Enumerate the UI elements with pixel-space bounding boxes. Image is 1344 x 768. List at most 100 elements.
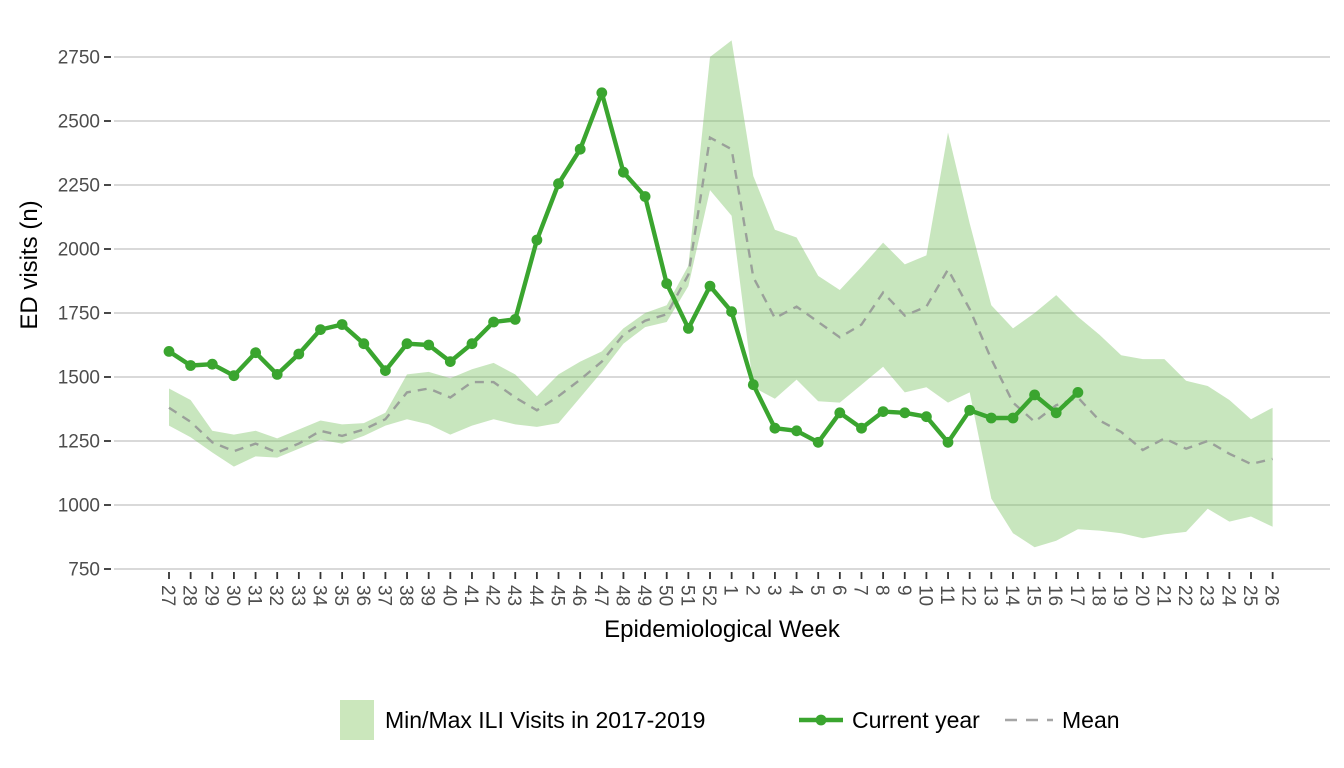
y-tick-label: 1000: [58, 496, 100, 517]
x-tick-label: 49: [633, 585, 654, 606]
x-tick-label: 48: [611, 585, 632, 606]
x-tick-label: 14: [1001, 585, 1022, 607]
x-tick-label: 30: [222, 585, 243, 606]
x-tick-label: 35: [330, 585, 351, 606]
current-year-point: [596, 87, 608, 99]
y-tick-label: 1250: [58, 432, 100, 453]
x-tick-label: 3: [763, 585, 784, 596]
x-tick-label: 34: [308, 585, 329, 607]
x-tick-label: 12: [958, 585, 979, 606]
current-year-point: [1029, 389, 1040, 401]
y-tick-label: 2250: [58, 176, 100, 197]
x-tick-label: 18: [1088, 585, 1109, 606]
current-year-point: [574, 143, 586, 155]
x-tick-label: 40: [438, 585, 459, 606]
ed-visits-chart: 750 1000 1250 1500 1750 2000 2250 2500 2750 27 28 2…: [16, 40, 1330, 643]
current-year-point: [769, 422, 781, 434]
x-tick-label: 37: [373, 585, 394, 606]
current-year-point: [1007, 412, 1019, 424]
x-tick-label: 46: [568, 585, 589, 606]
x-tick-label: 47: [590, 585, 611, 606]
x-tick-label: 17: [1066, 585, 1087, 606]
x-tick-label: 24: [1217, 585, 1238, 607]
x-tick-label: 36: [352, 585, 373, 606]
current-year-point: [271, 369, 283, 380]
x-tick-label: 25: [1239, 585, 1260, 606]
current-year-point: [206, 358, 218, 370]
x-tick-label: 8: [871, 585, 892, 596]
x-tick-label: 9: [893, 585, 914, 596]
x-tick-label: 43: [503, 585, 524, 606]
x-tick-label: 42: [482, 585, 503, 606]
current-year-point: [618, 166, 629, 178]
current-year-point: [488, 316, 499, 328]
current-year-point: [358, 338, 370, 350]
x-tick-label: 26: [1261, 585, 1282, 606]
current-year-point: [964, 404, 976, 416]
x-tick-label: 6: [828, 585, 849, 596]
x-tick-label: 4: [785, 585, 806, 596]
x-tick-label: 44: [525, 585, 546, 607]
y-tick-label: 750: [68, 560, 100, 581]
x-tick-label: 15: [1023, 585, 1044, 606]
x-tick-label: 41: [460, 585, 481, 606]
x-tick-label: 51: [676, 585, 697, 606]
x-tick-label: 13: [979, 585, 1000, 606]
current-year-point: [726, 306, 737, 318]
y-tick-label: 1500: [58, 368, 100, 389]
y-axis-title: ED visits (n): [16, 200, 43, 330]
current-year-point: [834, 407, 846, 419]
x-tick-label: 23: [1196, 585, 1217, 606]
x-tick-label: 45: [547, 585, 568, 606]
x-tick-label: 1: [720, 585, 741, 596]
current-year-point: [293, 348, 305, 360]
current-year-point: [747, 379, 759, 391]
current-year-point: [877, 406, 889, 417]
legend: Min/Max ILI Visits in 2017-2019 Current …: [0, 660, 1344, 768]
current-year-point: [899, 407, 911, 419]
x-tick-label: 52: [698, 585, 719, 606]
current-year-point: [185, 360, 197, 371]
x-tick-label: 11: [936, 585, 957, 605]
x-tick-label: 19: [1109, 585, 1130, 606]
x-tick-label: 33: [287, 585, 308, 606]
x-tick-label: 32: [265, 585, 286, 606]
y-tick-label: 2750: [58, 48, 100, 69]
x-tick-label: 5: [806, 585, 827, 596]
current-year-point: [683, 323, 694, 334]
current-year-point: [250, 347, 261, 359]
x-tick-label: 16: [1044, 585, 1065, 606]
current-year-point: [315, 324, 326, 335]
current-year-point: [856, 422, 867, 434]
x-tick-label: 27: [157, 585, 178, 606]
y-tick-label: 1750: [58, 304, 100, 325]
x-axis-title: Epidemiological Week: [604, 616, 840, 643]
current-year-point: [423, 339, 435, 351]
x-tick-label: 50: [655, 585, 676, 606]
mean-key-icon: [1005, 718, 1053, 722]
x-tick-label: 20: [1131, 585, 1152, 606]
x-tick-label: 29: [200, 585, 221, 606]
x-tick-label: 22: [1174, 585, 1195, 606]
current-year-point: [336, 319, 348, 330]
legend-label-ribbon: Min/Max ILI Visits in 2017-2019: [385, 707, 706, 733]
x-tick-label: 28: [179, 585, 200, 606]
current-year-point: [401, 338, 413, 350]
current-year-point: [942, 436, 954, 448]
x-tick-label: 31: [244, 585, 265, 606]
y-tick-label: 2500: [58, 112, 100, 133]
current-year-point: [921, 411, 932, 423]
x-tick-label: 2: [741, 585, 762, 596]
current-year-point: [1050, 407, 1062, 419]
current-year-key-icon: [799, 714, 843, 726]
current-year-point: [791, 425, 802, 437]
x-tick-label: 7: [849, 585, 870, 596]
current-year-point: [812, 436, 824, 448]
current-year-point: [639, 191, 651, 202]
current-year-point: [380, 365, 391, 376]
current-year-point: [509, 314, 521, 325]
x-tick-label: 39: [417, 585, 438, 606]
current-year-point: [661, 278, 673, 289]
current-year-point: [704, 280, 716, 292]
legend-label-mean: Mean: [1062, 707, 1120, 733]
